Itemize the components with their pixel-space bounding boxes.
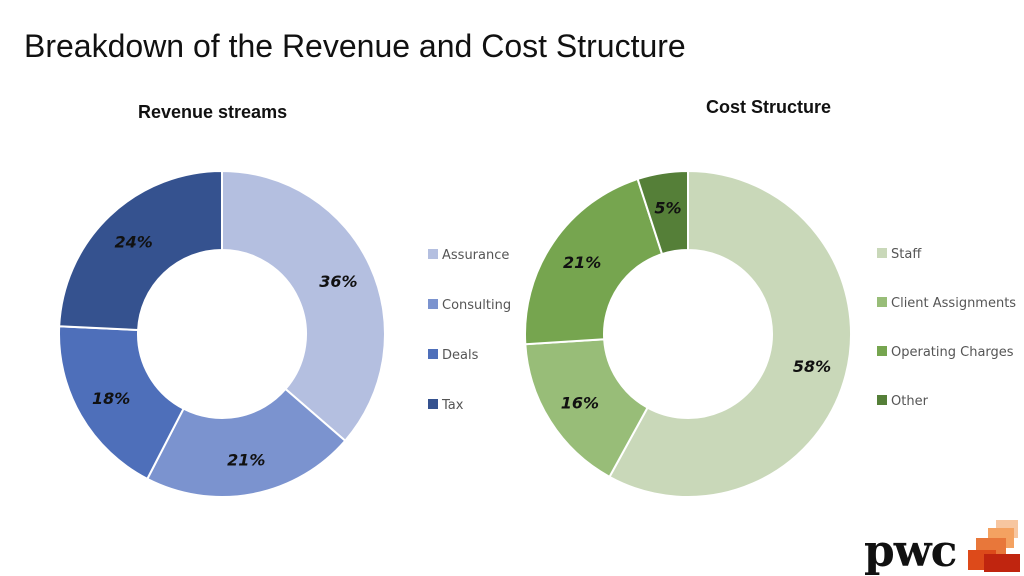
revenue-legend-swatch-consulting — [428, 299, 438, 309]
cost-slice-staff — [608, 169, 852, 498]
revenue-legend-swatch-tax — [428, 399, 438, 409]
cost-legend-label-staff: Staff — [891, 247, 922, 262]
revenue-legend-swatch-deals — [428, 349, 438, 359]
revenue-chart-title: Revenue streams — [138, 102, 288, 122]
revenue-legend-swatch-assurance — [428, 249, 438, 259]
cost-legend-swatch-client-assignments — [877, 297, 887, 307]
cost-chart-title: Cost Structure — [706, 97, 832, 117]
cost-legend-swatch-operating-charges — [877, 346, 887, 356]
slide-title: Breakdown of the Revenue and Cost Struct… — [24, 28, 686, 64]
revenue-slice-assurance — [221, 169, 386, 443]
cost-slice-label-staff: 58% — [793, 357, 831, 376]
pwc-wordmark: pwc — [864, 526, 957, 576]
revenue-legend-label-deals: Deals — [442, 348, 479, 363]
cost-slice-label-client-assignments: 16% — [561, 394, 599, 413]
cost-legend-label-operating-charges: Operating Charges — [891, 345, 1014, 360]
cost-slice-label-operating-charges: 21% — [563, 253, 601, 272]
revenue-legend-label-consulting: Consulting — [442, 298, 511, 313]
pwc-logo-squares — [968, 520, 1020, 572]
cost-legend-swatch-other — [877, 395, 887, 405]
cost-slice-label-other: 5% — [654, 199, 681, 218]
revenue-slice-label-deals: 18% — [92, 389, 130, 408]
cost-legend-label-client-assignments: Client Assignments — [891, 296, 1016, 311]
revenue-slice-label-tax: 24% — [115, 232, 153, 251]
cost-legend-label-other: Other — [891, 394, 929, 409]
cost-slice-operating-charges — [524, 177, 664, 346]
revenue-slice-deals — [58, 325, 185, 481]
revenue-slice-consulting — [145, 387, 347, 498]
revenue-legend-label-assurance: Assurance — [442, 248, 509, 263]
cost-legend-swatch-staff — [877, 248, 887, 258]
revenue-slice-label-assurance: 36% — [319, 272, 357, 291]
cost-slice-other — [636, 169, 689, 256]
pwc-logo: pwc — [864, 520, 1024, 576]
revenue-slice-label-consulting: 21% — [227, 451, 265, 470]
revenue-legend-label-tax: Tax — [441, 398, 464, 413]
revenue-slice-tax — [58, 169, 223, 332]
